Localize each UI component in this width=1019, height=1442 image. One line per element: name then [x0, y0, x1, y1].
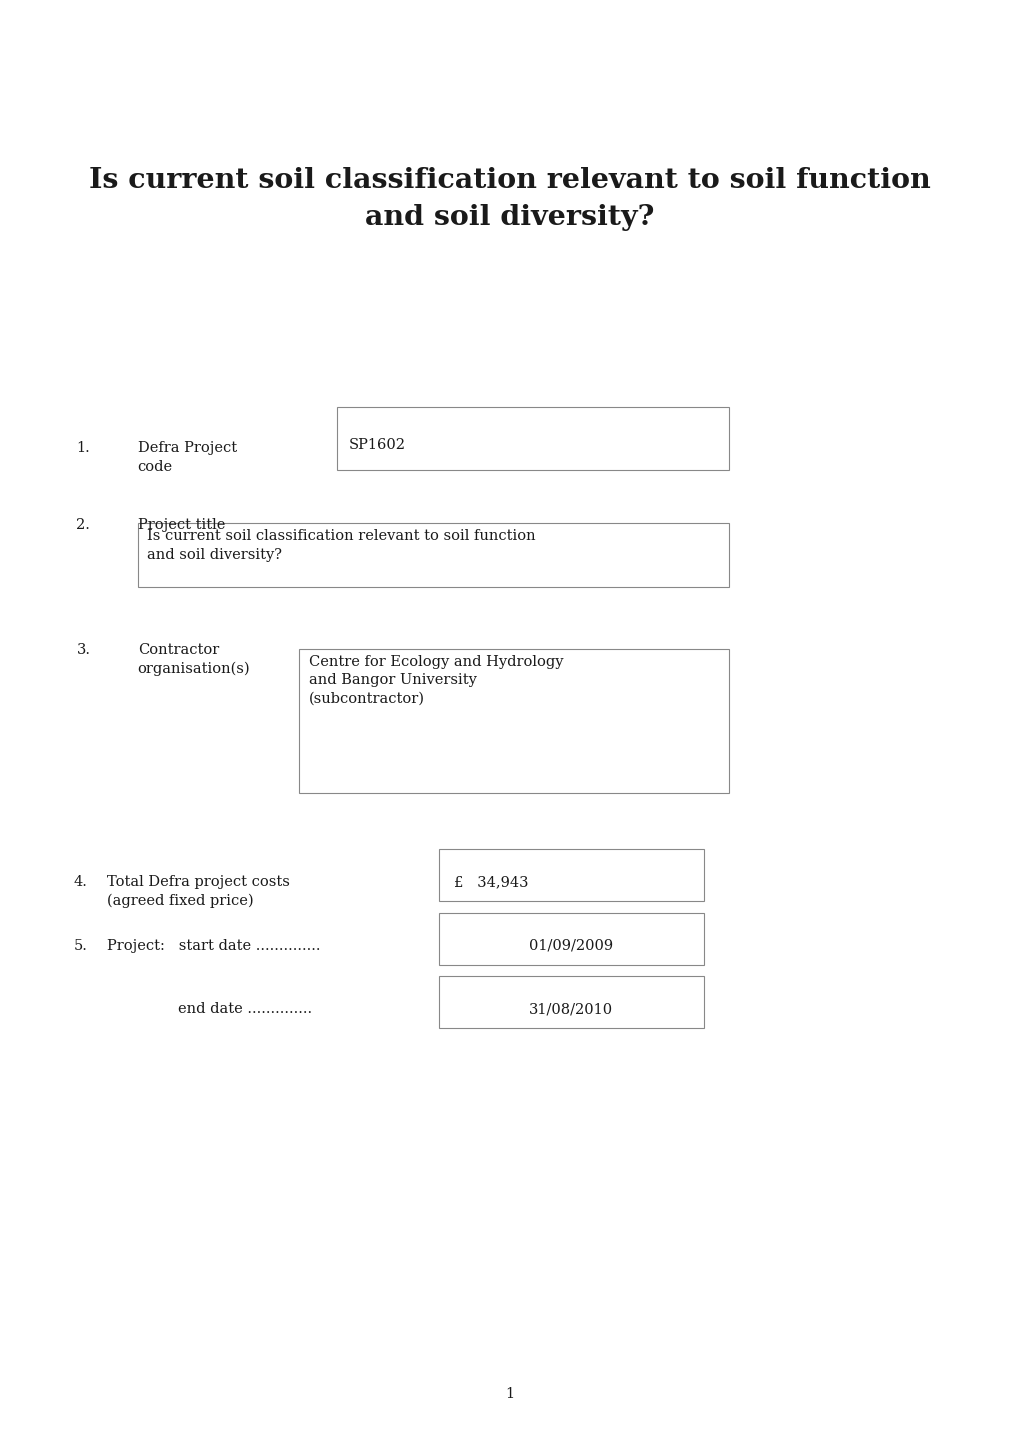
Text: Is current soil classification relevant to soil function
and soil diversity?: Is current soil classification relevant …: [89, 167, 930, 231]
FancyBboxPatch shape: [336, 407, 729, 470]
Text: Project title: Project title: [138, 518, 225, 532]
FancyBboxPatch shape: [438, 849, 703, 901]
Text: 1.: 1.: [76, 441, 90, 456]
Text: 01/09/2009: 01/09/2009: [529, 939, 612, 953]
Text: 2.: 2.: [76, 518, 91, 532]
FancyBboxPatch shape: [438, 913, 703, 965]
Text: end date ..............: end date ..............: [178, 1002, 312, 1017]
Text: 4.: 4.: [73, 875, 88, 890]
Text: Total Defra project costs
(agreed fixed price): Total Defra project costs (agreed fixed …: [107, 875, 289, 908]
Text: Is current soil classification relevant to soil function
and soil diversity?: Is current soil classification relevant …: [147, 529, 535, 561]
Text: Defra Project
code: Defra Project code: [138, 441, 236, 473]
Text: £   34,943: £ 34,943: [453, 875, 528, 890]
Text: Centre for Ecology and Hydrology
and Bangor University
(subcontractor): Centre for Ecology and Hydrology and Ban…: [309, 655, 564, 705]
Text: Contractor
organisation(s): Contractor organisation(s): [138, 643, 250, 676]
FancyBboxPatch shape: [299, 649, 729, 793]
Text: 3.: 3.: [76, 643, 91, 658]
FancyBboxPatch shape: [438, 976, 703, 1028]
Text: 31/08/2010: 31/08/2010: [529, 1002, 612, 1017]
Text: SP1602: SP1602: [348, 438, 406, 453]
Text: 1: 1: [505, 1387, 514, 1402]
Text: 5.: 5.: [73, 939, 88, 953]
Text: Project:   start date ..............: Project: start date ..............: [107, 939, 320, 953]
FancyBboxPatch shape: [138, 523, 729, 587]
